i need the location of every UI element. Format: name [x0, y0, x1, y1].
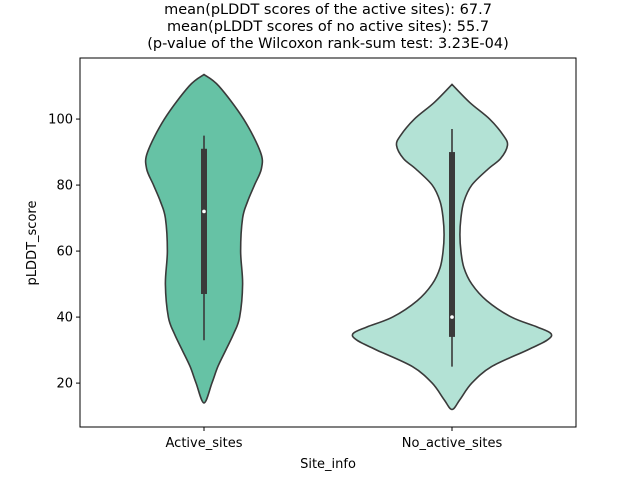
y-axis-label: pLDDT_score — [25, 201, 40, 286]
x-axis-label: Site_info — [300, 457, 356, 472]
iqr-box — [449, 152, 455, 337]
x-tick-label: Active_sites — [166, 436, 243, 451]
chart-title-line-3: (p-value of the Wilcoxon rank-sum test: … — [147, 36, 508, 52]
x-tick-label: No_active_sites — [402, 436, 503, 451]
axes-frame — [79, 57, 577, 428]
y-tick-label: 40 — [56, 311, 73, 326]
median-point — [202, 209, 206, 214]
iqr-box — [201, 148, 207, 294]
median-point — [450, 315, 454, 319]
y-tick-label: 20 — [56, 377, 73, 392]
y-tick-label: 60 — [56, 245, 73, 260]
y-tick-label: 100 — [48, 113, 73, 128]
chart-title-line-1: mean(pLDDT scores of the active sites): … — [164, 2, 492, 18]
chart-title-line-2: mean(pLDDT scores of no active sites): 5… — [167, 19, 489, 35]
y-tick-label: 80 — [56, 179, 73, 194]
